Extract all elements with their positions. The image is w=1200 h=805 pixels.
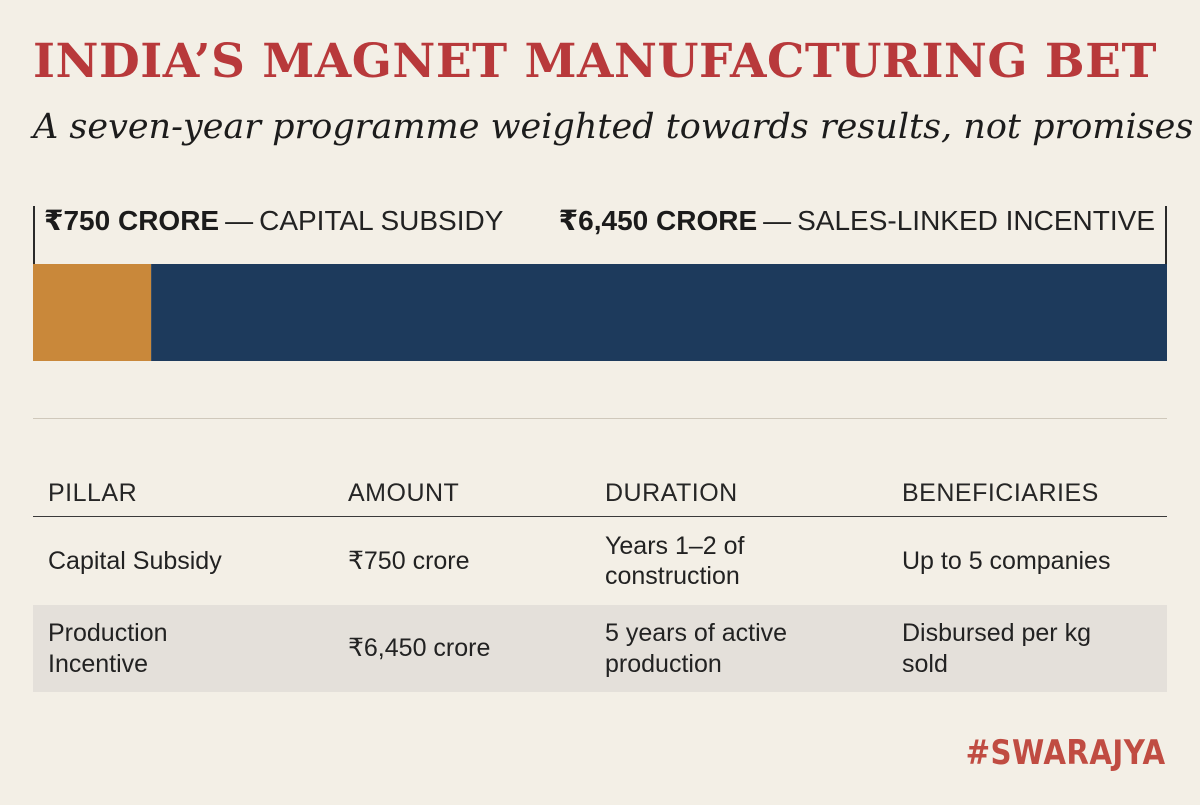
table-cell: Production Incentive xyxy=(33,605,333,692)
section-divider xyxy=(33,418,1167,419)
table-cell: Up to 5 companies xyxy=(902,546,1111,575)
table-row: Production Incentive ₹6,450 crore 5 year… xyxy=(33,605,1167,692)
column-header-beneficiaries: BENEFICIARIES xyxy=(887,470,1167,517)
label-dash: — xyxy=(225,205,254,236)
table-row: Capital Subsidy ₹750 crore Years 1–2 of … xyxy=(33,517,1167,606)
page-title: INDIA’S MAGNET MANUFACTURING BET xyxy=(33,34,1157,89)
table-cell: Disbursed per kg sold xyxy=(887,605,1167,692)
label-dash: — xyxy=(763,205,792,236)
sales-incentive-amount: ₹6,450 CRORE xyxy=(558,205,758,236)
stacked-bar-chart xyxy=(33,264,1167,361)
pillar-table: PILLAR AMOUNT DURATION BENEFICIARIES Cap… xyxy=(33,470,1167,692)
sales-incentive-name: SALES-LINKED INCENTIVE xyxy=(797,205,1155,236)
table-header-row: PILLAR AMOUNT DURATION BENEFICIARIES xyxy=(33,470,1167,517)
column-header-amount: AMOUNT xyxy=(333,470,590,517)
capital-subsidy-label: ₹750 CRORE — CAPITAL SUBSIDY xyxy=(44,204,503,238)
bar-segment-sales-incentive xyxy=(151,264,1167,361)
table-cell: Years 1–2 of construction xyxy=(605,531,745,591)
capital-subsidy-amount: ₹750 CRORE xyxy=(44,205,220,236)
column-header-pillar: PILLAR xyxy=(33,470,333,517)
bar-end-tick xyxy=(1165,206,1167,264)
capital-subsidy-name: CAPITAL SUBSIDY xyxy=(259,205,504,236)
table-cell: Capital Subsidy xyxy=(48,546,222,575)
bar-segment-capital-subsidy xyxy=(33,264,152,361)
table-cell: ₹6,450 crore xyxy=(333,605,590,692)
table-cell: 5 years of active production xyxy=(590,605,887,692)
sales-incentive-label: ₹6,450 CRORE — SALES-LINKED INCENTIVE xyxy=(559,204,1155,238)
bar-start-tick xyxy=(33,206,35,264)
brand-hashtag: #SWARAJYA xyxy=(965,733,1166,773)
column-header-duration: DURATION xyxy=(590,470,887,517)
table-cell: ₹750 crore xyxy=(348,546,470,575)
page-subtitle: A seven-year programme weighted towards … xyxy=(33,107,1194,147)
